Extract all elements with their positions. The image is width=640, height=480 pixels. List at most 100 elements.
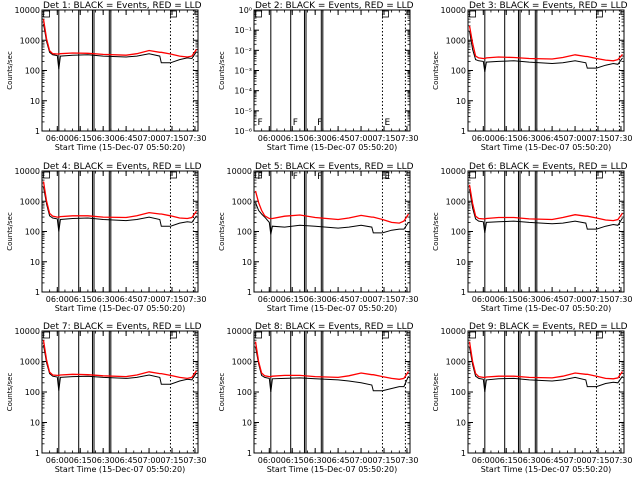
plot-frame (467, 170, 625, 293)
x-tick-label: 06:15 (69, 134, 92, 143)
x-tick-label: 06:00 (258, 295, 281, 304)
y-tick-label: 10000 (227, 327, 252, 336)
y-axis-label: Counts/sec (432, 373, 440, 412)
series-lld-line (42, 18, 198, 58)
y-tick-label: 100 (237, 228, 252, 237)
flag-letter: F (293, 118, 298, 128)
panel-title: Det 1: BLACK = Events, RED = LLD (43, 1, 202, 11)
x-tick-label: 06:30 (304, 134, 327, 143)
marker-box (43, 171, 50, 179)
series-events-line (43, 344, 197, 391)
series-lld-line (42, 181, 198, 220)
x-tick-label: 06:30 (304, 456, 327, 465)
x-tick-label: 06:15 (281, 134, 304, 143)
y-tick-label: 100 (25, 388, 40, 397)
y-axis-label: Counts/sec (6, 373, 14, 412)
x-tick-label: 07:15 (372, 295, 395, 304)
series-lld-line (42, 340, 198, 380)
x-tick-label: 06:30 (518, 295, 541, 304)
plot-frame (41, 330, 199, 454)
y-tick-label: 1 (461, 288, 466, 297)
x-tick-label: 07:15 (372, 456, 395, 465)
x-tick-label: 06:00 (472, 134, 495, 143)
y-tick-label: 1000 (232, 358, 252, 367)
x-tick-label: 06:00 (258, 134, 281, 143)
series-events-line (43, 186, 197, 232)
panel-title: Det 5: BLACK = Events, RED = LLD (255, 162, 414, 172)
series-events-line (255, 202, 409, 235)
plot-frame (253, 9, 411, 132)
x-tick-label: 06:15 (495, 134, 518, 143)
x-tick-label: 06:30 (92, 456, 115, 465)
x-tick-label: 07:30 (183, 456, 206, 465)
x-tick-label: 07:00 (350, 456, 373, 465)
flag-letter: F (258, 172, 263, 182)
panel-title: Det 9: BLACK = Events, RED = LLD (469, 322, 628, 332)
x-tick-label: 07:15 (160, 295, 183, 304)
x-tick-label: 06:00 (472, 295, 495, 304)
y-tick-label: 100 (25, 228, 40, 237)
marker-box (43, 10, 50, 18)
x-tick-label: 07:30 (395, 134, 418, 143)
y-tick-label: 1000 (446, 197, 466, 206)
x-axis-label: Start Time (15-Dec-07 05:50:20) (481, 304, 612, 313)
panel-title: Det 4: BLACK = Events, RED = LLD (43, 162, 202, 172)
x-axis-label: Start Time (15-Dec-07 05:50:20) (267, 465, 398, 474)
y-tick-label: 1 (35, 127, 40, 136)
x-tick-label: 07:30 (609, 456, 632, 465)
marker-box (255, 10, 262, 18)
marker-box (596, 171, 603, 179)
y-tick-label: 1 (35, 449, 40, 458)
y-tick-label: 10 (242, 258, 252, 267)
y-tick-label: 1000 (20, 36, 40, 45)
y-axis-label: Counts/sec (218, 212, 226, 251)
x-tick-label: 06:15 (69, 295, 92, 304)
series-lld-line (468, 184, 624, 222)
marker-box (469, 171, 476, 179)
panel-det-3: Det 3: BLACK = Events, RED = LLD 1 10 100 10… (432, 1, 632, 152)
marker-box (469, 331, 476, 339)
series-events-line (255, 346, 409, 393)
x-tick-label: 07:15 (160, 456, 183, 465)
y-tick-label: 1000 (446, 358, 466, 367)
x-tick-label: 06:45 (327, 134, 350, 143)
x-tick-label: 07:15 (586, 295, 609, 304)
x-tick-label: 06:00 (46, 295, 69, 304)
plot-frame (467, 330, 625, 454)
x-tick-label: 06:30 (92, 295, 115, 304)
x-tick-label: 06:45 (541, 134, 564, 143)
y-axis-label: Counts/sec (6, 212, 14, 251)
flag-letter: F (317, 118, 322, 128)
x-tick-label: 07:30 (609, 295, 632, 304)
x-tick-label: 06:00 (258, 456, 281, 465)
panel-det-2: Det 2: BLACK = Events, RED = LLD 10⁻⁶ 10⁻⁵… (218, 1, 418, 152)
x-axis-label: Start Time (15-Dec-07 05:50:20) (481, 143, 612, 152)
y-tick-label: 1000 (20, 358, 40, 367)
y-tick-label: 10000 (441, 6, 466, 15)
x-tick-label: 06:30 (92, 134, 115, 143)
panel-title: Det 8: BLACK = Events, RED = LLD (255, 322, 414, 332)
y-tick-label: 1 (35, 288, 40, 297)
x-axis-label: Start Time (15-Dec-07 05:50:20) (55, 143, 186, 152)
y-tick-label: 10 (456, 419, 466, 428)
flag-letter: F (258, 118, 263, 128)
y-tick-label: 10⁻⁵ (234, 107, 252, 116)
y-tick-label: 10 (30, 258, 40, 267)
y-axis-label: Counts/sec (6, 51, 14, 90)
x-tick-label: 07:15 (160, 134, 183, 143)
x-tick-label: 06:15 (495, 456, 518, 465)
x-axis-label: Start Time (15-Dec-07 05:50:20) (481, 465, 612, 474)
x-tick-label: 07:00 (564, 456, 587, 465)
panel-title: Det 3: BLACK = Events, RED = LLD (469, 1, 628, 11)
x-tick-label: 06:30 (304, 295, 327, 304)
x-axis-label: Start Time (15-Dec-07 05:50:20) (55, 465, 186, 474)
plot-frame (41, 9, 199, 132)
x-tick-label: 06:30 (518, 134, 541, 143)
y-axis-label: Counts/sec (432, 51, 440, 90)
y-tick-label: 100 (25, 67, 40, 76)
x-tick-label: 06:15 (281, 456, 304, 465)
flag-letter: F (293, 172, 298, 182)
y-tick-label: 10000 (227, 167, 252, 176)
x-tick-label: 07:00 (138, 134, 161, 143)
marker-box (255, 171, 262, 179)
